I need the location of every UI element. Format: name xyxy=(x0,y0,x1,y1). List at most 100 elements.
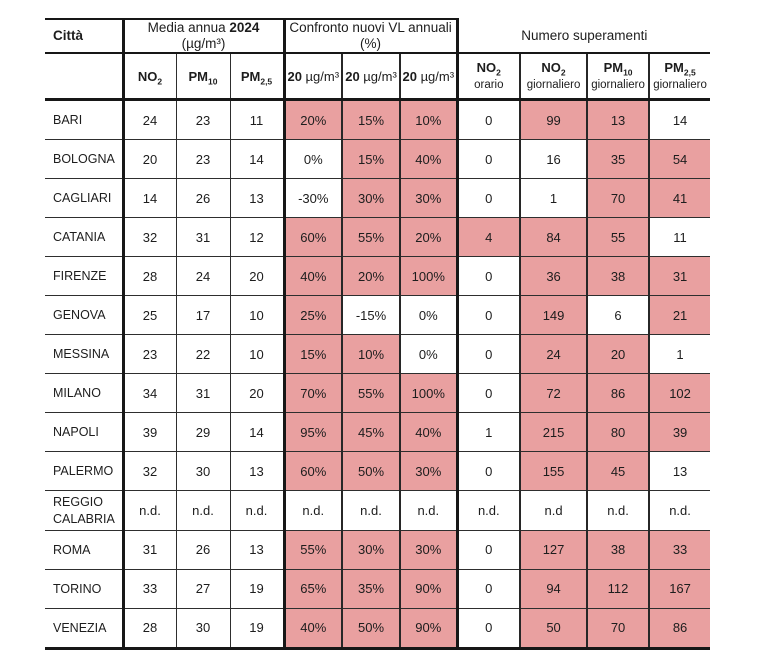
value-cell: 127 xyxy=(520,530,589,570)
value-cell: 20% xyxy=(342,256,402,297)
value-cell: n.d. xyxy=(230,490,286,531)
value-cell: 90% xyxy=(400,608,459,650)
col-header-empty xyxy=(45,53,125,102)
value-cell: n.d. xyxy=(176,490,231,531)
value-cell: 20% xyxy=(284,99,344,141)
value-cell: 40% xyxy=(400,412,459,453)
value-cell: 0 xyxy=(457,139,522,180)
pollutant-sub: 10 xyxy=(623,67,633,78)
city-cell: PALERMO xyxy=(45,451,125,492)
city-cell: ROMA xyxy=(45,530,125,570)
value-cell: 0% xyxy=(400,295,459,336)
period-label: giornaliero xyxy=(653,78,707,91)
city-cell: REGGIO CALABRIA xyxy=(45,490,125,531)
city-cell: BARI xyxy=(45,99,125,141)
value-cell: 84 xyxy=(520,217,589,258)
value-cell: 33 xyxy=(649,530,711,570)
value-cell: n.d. xyxy=(284,490,344,531)
table-row: BOLOGNA 20 23 14 0% 15% 40% 0 16 35 54 xyxy=(45,139,711,180)
table-row: VENEZIA 28 30 19 40% 50% 90% 0 50 70 86 xyxy=(45,608,711,650)
value-cell: 0 xyxy=(457,334,522,375)
value-cell: 31 xyxy=(176,373,231,414)
value-cell: 99 xyxy=(520,99,589,141)
value-cell: 50 xyxy=(520,608,589,650)
value-cell: 102 xyxy=(649,373,711,414)
city-cell: BOLOGNA xyxy=(45,139,125,180)
value-cell: 14 xyxy=(649,99,711,141)
table-row: FIRENZE 28 24 20 40% 20% 100% 0 36 38 31 xyxy=(45,256,711,297)
value-cell: 30 xyxy=(176,608,231,650)
value-cell: 40% xyxy=(400,139,459,180)
value-cell: 0 xyxy=(457,178,522,219)
value-cell: 0 xyxy=(457,295,522,336)
value-cell: 16 xyxy=(520,139,589,180)
col-header-citta: Città xyxy=(45,17,125,55)
value-cell: 26 xyxy=(176,178,231,219)
period-label: giornaliero xyxy=(591,78,645,91)
value-cell: n.d. xyxy=(457,490,522,531)
value-cell: 38 xyxy=(587,256,651,297)
value-cell: 10 xyxy=(230,334,286,375)
value-cell: 35 xyxy=(587,139,651,180)
table-row: CAGLIARI 14 26 13 -30% 30% 30% 0 1 70 41 xyxy=(45,178,711,219)
value-cell: 36 xyxy=(520,256,589,297)
value-cell: 11 xyxy=(649,217,711,258)
value-cell: 95% xyxy=(284,412,344,453)
limit-unit: µg/m³ xyxy=(359,68,397,84)
limit-value: 20 xyxy=(402,68,417,84)
city-cell: TORINO xyxy=(45,569,125,609)
value-cell: 86 xyxy=(587,373,651,414)
period-label: orario xyxy=(474,78,504,91)
pollutant-label: PM xyxy=(664,60,684,76)
value-cell: 28 xyxy=(123,256,177,297)
value-cell: 0 xyxy=(457,530,522,570)
col-header-limit-pm25: 20 µg/m³ xyxy=(400,53,459,102)
pollutant-sub: 2 xyxy=(560,67,566,78)
value-cell: -15% xyxy=(342,295,402,336)
value-cell: 6 xyxy=(587,295,651,336)
value-cell: 20 xyxy=(123,139,177,180)
value-cell: 13 xyxy=(230,451,286,492)
group-header-row: Città Media annua 2024 (µg/m³) Confronto… xyxy=(45,17,711,55)
value-cell: 27 xyxy=(176,569,231,609)
value-cell: 19 xyxy=(230,608,286,650)
value-cell: -30% xyxy=(284,178,344,219)
value-cell: 20 xyxy=(230,373,286,414)
city-cell: CATANIA xyxy=(45,217,125,258)
value-cell: 32 xyxy=(123,451,177,492)
pollutant-label: NO xyxy=(476,60,497,76)
value-cell: 28 xyxy=(123,608,177,650)
value-cell: n.d. xyxy=(649,490,711,531)
city-cell: CAGLIARI xyxy=(45,178,125,219)
value-cell: 30% xyxy=(400,178,459,219)
value-cell: 40% xyxy=(284,608,344,650)
col-header-no2-orario: NO2 orario xyxy=(457,53,522,102)
value-cell: 30% xyxy=(342,530,402,570)
media-annua-label: Media annua xyxy=(147,20,230,35)
value-cell: 30 xyxy=(176,451,231,492)
value-cell: 112 xyxy=(587,569,651,609)
value-cell: 32 xyxy=(123,217,177,258)
value-cell: 15% xyxy=(342,99,402,141)
value-cell: 30% xyxy=(342,178,402,219)
table-row: GENOVA 25 17 10 25% -15% 0% 0 149 6 21 xyxy=(45,295,711,336)
value-cell: 20 xyxy=(230,256,286,297)
value-cell: 13 xyxy=(587,99,651,141)
col-header-pm10: PM10 xyxy=(176,53,231,102)
value-cell: 70 xyxy=(587,178,651,219)
value-cell: 13 xyxy=(649,451,711,492)
value-cell: 0% xyxy=(400,334,459,375)
value-cell: 23 xyxy=(176,139,231,180)
pollutant-sub: 2 xyxy=(157,76,163,87)
col-header-no2-giornaliero: NO2 giornaliero xyxy=(520,53,589,102)
value-cell: 45% xyxy=(342,412,402,453)
value-cell: 14 xyxy=(230,412,286,453)
value-cell: 12 xyxy=(230,217,286,258)
value-cell: 39 xyxy=(123,412,177,453)
limit-value: 20 xyxy=(287,68,302,84)
limit-unit: µg/m³ xyxy=(301,68,340,84)
value-cell: 20% xyxy=(400,217,459,258)
value-cell: 0 xyxy=(457,373,522,414)
value-cell: 60% xyxy=(284,217,344,258)
limit-value: 20 xyxy=(345,68,360,84)
